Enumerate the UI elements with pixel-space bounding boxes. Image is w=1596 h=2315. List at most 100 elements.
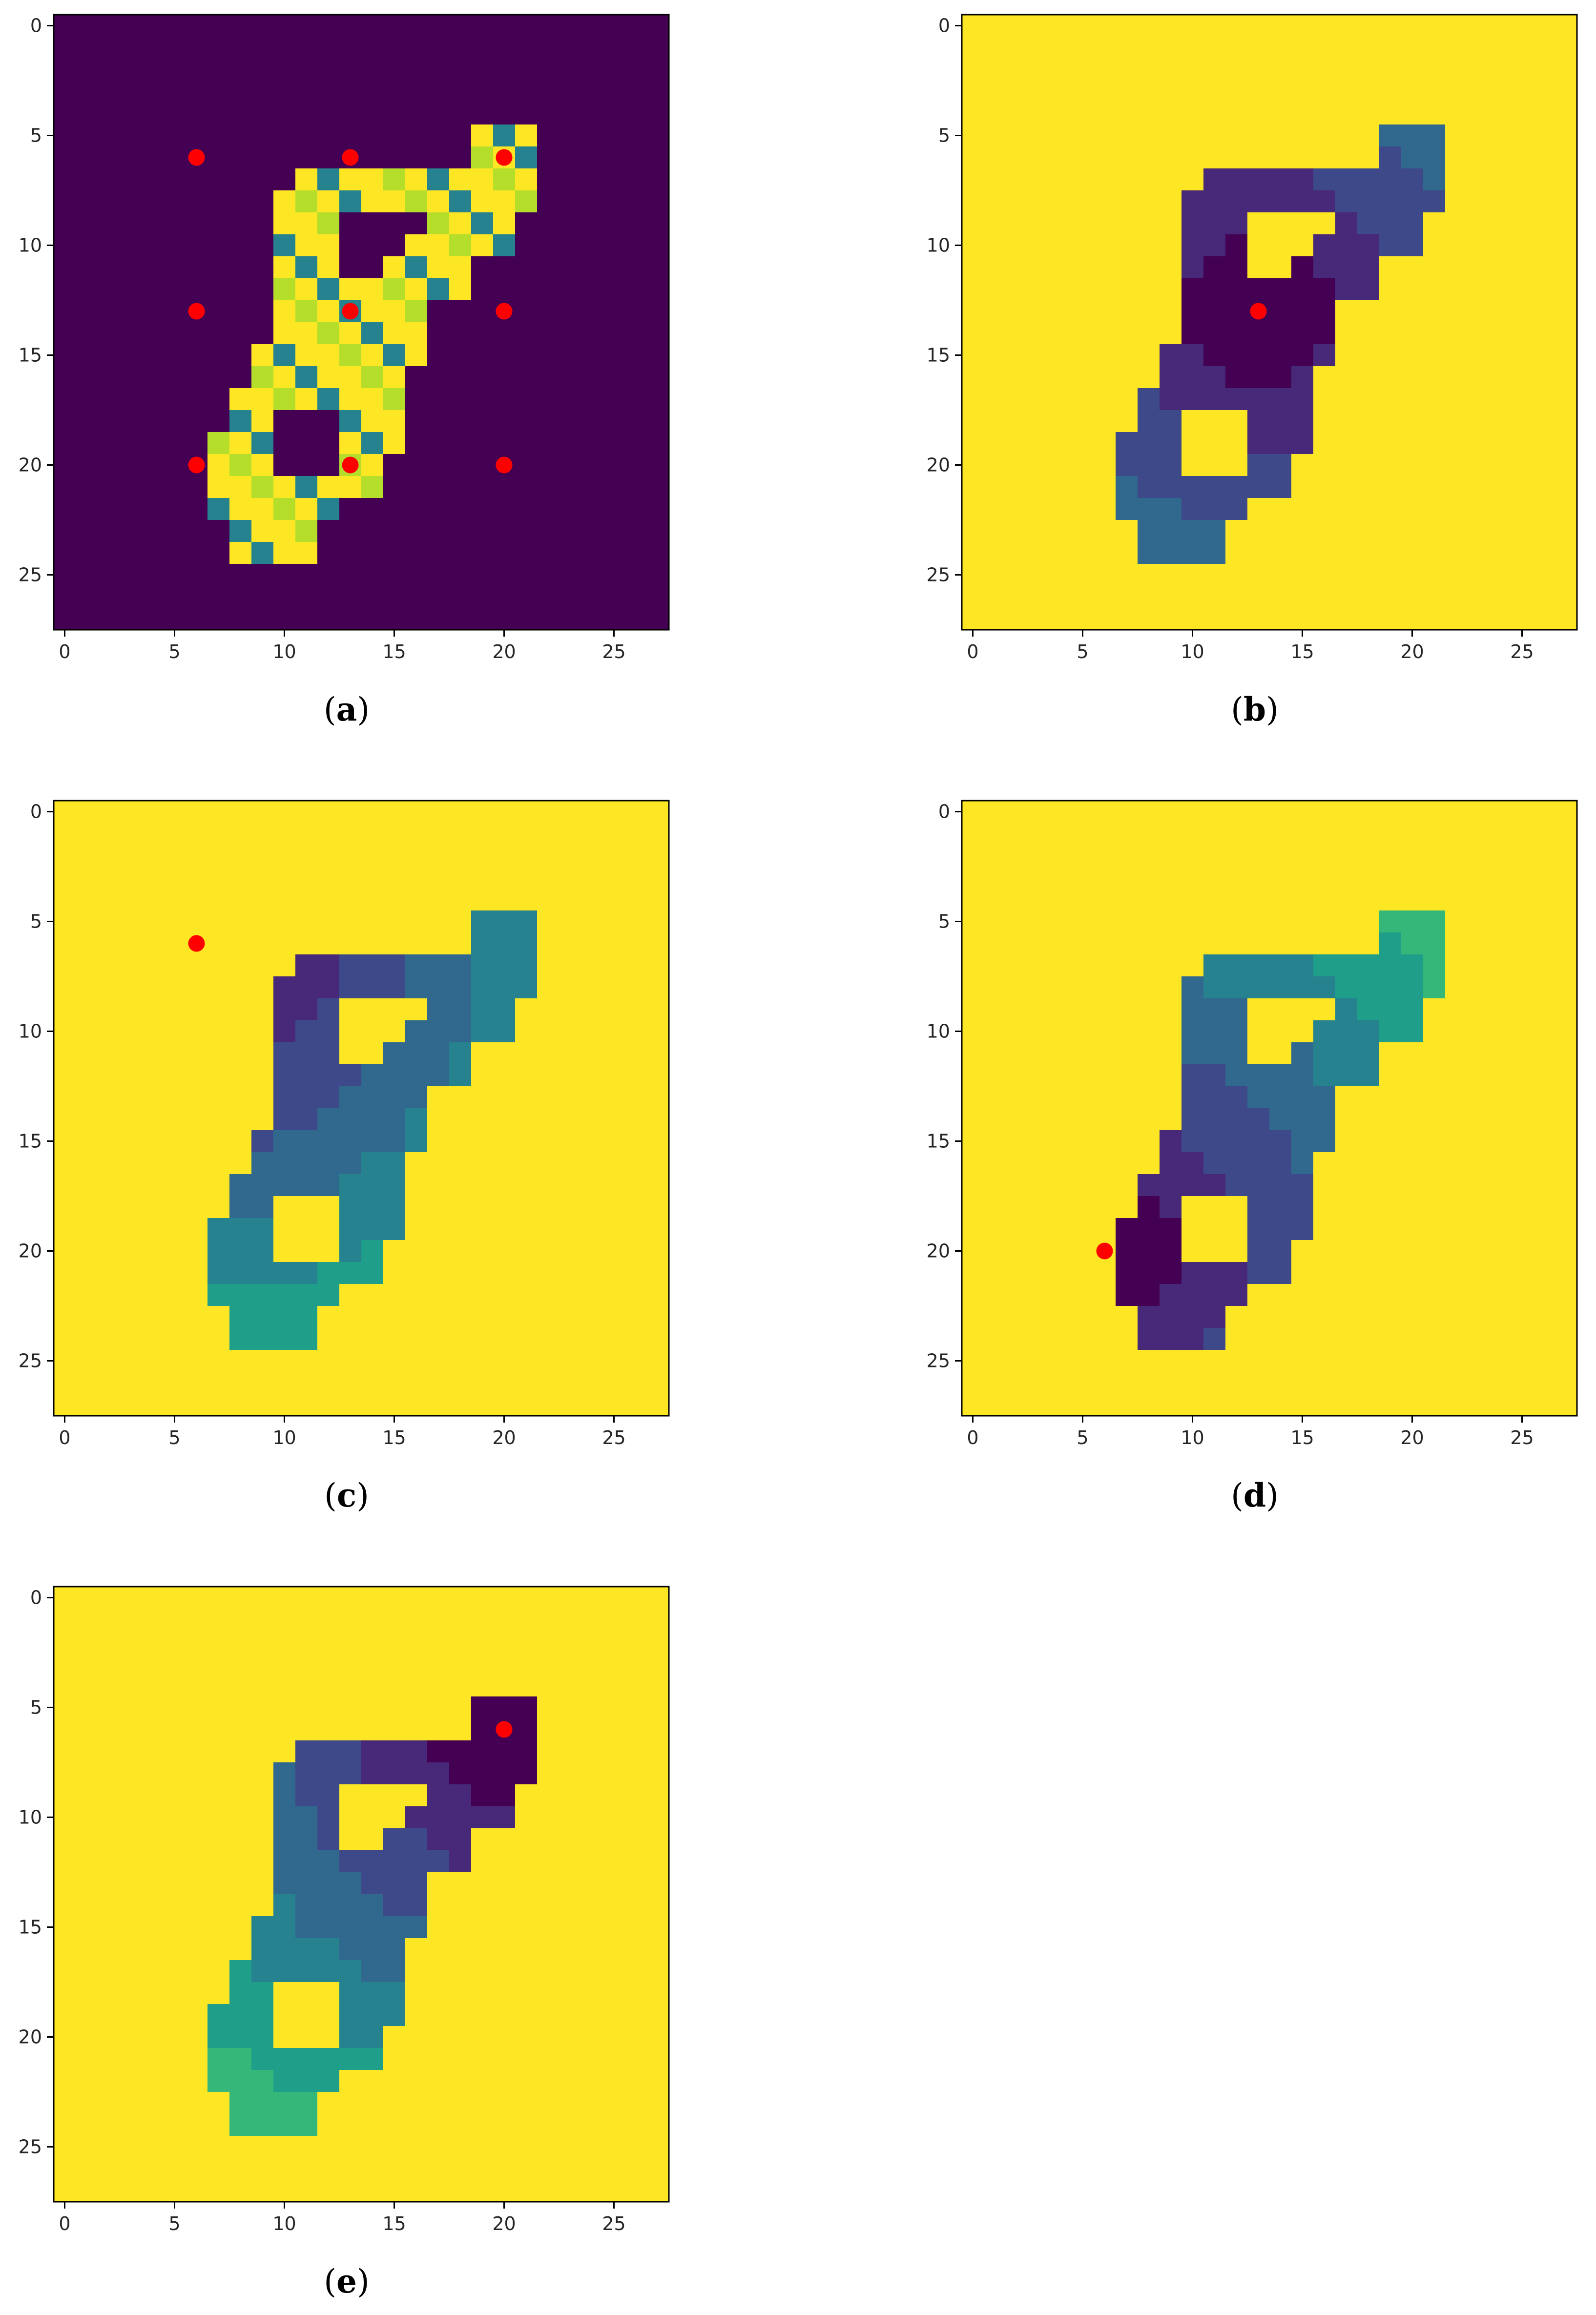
heatmap-cell [207,2070,230,2092]
heatmap-cell [164,1674,186,1697]
heatmap-cell [449,124,472,147]
heatmap-cell [603,234,625,257]
heatmap-cell [1094,1020,1116,1043]
x-tick-label: 20 [1400,1427,1424,1448]
heatmap-cell [449,1609,472,1631]
heatmap-cell [142,410,164,433]
heatmap-cell [405,608,428,630]
heatmap-cell [984,998,1006,1021]
heatmap-cell [1401,344,1424,367]
heatmap-cell [537,1850,560,1873]
heatmap-cell [647,1674,669,1697]
heatmap-cell [427,1306,450,1328]
heatmap-cell [207,146,230,169]
heatmap-cell [383,2048,406,2070]
heatmap-cell [493,344,516,367]
heatmap-cell [229,322,252,345]
heatmap-cell [251,1284,274,1306]
heatmap-cell [339,59,362,81]
heatmap-cell [54,1196,76,1219]
heatmap-cell [581,256,603,279]
heatmap-cell [625,1916,647,1939]
heatmap-cell [449,2158,472,2180]
heatmap-cell [405,1174,428,1197]
heatmap-cell [537,586,560,608]
heatmap-cell [98,2136,120,2158]
heatmap-cell [339,932,362,955]
heatmap-cell [76,542,98,564]
heatmap-cell [120,1784,142,1807]
heatmap-cell [405,932,428,955]
heatmap-cell [186,823,208,845]
heatmap-cell [1225,910,1248,933]
heatmap-cell [1467,146,1490,169]
heatmap-cell [1467,59,1490,81]
heatmap-cell [537,1218,560,1240]
heatmap-cell [1313,1240,1336,1262]
heatmap-cell [581,168,603,191]
heatmap-cell [647,1394,669,1416]
heatmap-cell [1181,59,1204,81]
heatmap-cell [361,366,384,389]
heatmap-cell [603,1130,625,1153]
heatmap-cell [581,1350,603,1372]
heatmap-cell [1028,998,1050,1021]
heatmap-cell [625,867,647,889]
heatmap-cell [405,234,428,257]
heatmap-cell [339,1850,362,1873]
heatmap-cell [1379,124,1402,147]
heatmap-cell [1357,103,1380,125]
heatmap-cell [1357,278,1380,301]
heatmap-cell [537,1108,560,1131]
heatmap-cell [273,81,296,103]
heatmap-cell [1225,542,1248,564]
heatmap-cell [1379,1350,1402,1372]
heatmap-cell [471,103,494,125]
heatmap-cell [1511,845,1534,867]
heatmap-cell [383,168,406,191]
heatmap-cell [1511,322,1534,345]
heatmap-cell [383,1108,406,1131]
heatmap-cell [317,212,340,235]
heatmap-cell [962,586,984,608]
heatmap-cell [98,1262,120,1284]
heatmap-cell [449,300,472,323]
heatmap-cell [515,1894,538,1917]
heatmap-cell [54,81,76,103]
heatmap-cell [1247,608,1270,630]
heatmap-cell [1138,322,1160,345]
heatmap-cell [273,2092,296,2114]
heatmap-cell [317,608,340,630]
heatmap-cell [984,59,1006,81]
heatmap-cell [54,146,76,169]
heatmap-cell [142,1631,164,1653]
heatmap-cell [98,2092,120,2114]
heatmap-cell [1028,234,1050,257]
heatmap-cell [625,2070,647,2092]
heatmap-cell [559,1328,581,1350]
heatmap-cell [1379,910,1402,933]
heatmap-cell [1379,432,1402,455]
heatmap-cell [559,1350,581,1372]
heatmap-cell [625,845,647,867]
heatmap-cell [383,344,406,367]
heatmap-cell [164,608,186,630]
heatmap-cell [317,1196,340,1219]
heatmap-cell [1072,278,1094,301]
heatmap-cells [54,801,669,1416]
heatmap-cell [273,190,296,213]
heatmap-cell [1489,59,1512,81]
heatmap-cell [1050,103,1072,125]
heatmap-cell [493,1938,516,1961]
heatmap-cell [581,845,603,867]
heatmap-cell [647,256,669,279]
heatmap-cell [515,801,538,823]
heatmap-cell [361,410,384,433]
heatmap-cell [339,278,362,301]
heatmap-cell [1357,168,1380,191]
heatmap-cell [273,15,296,37]
heatmap-cell [339,1587,362,1609]
heatmap-cell [1555,212,1577,235]
heatmap-cell [98,1130,120,1153]
heatmap-cell [1072,1306,1094,1328]
